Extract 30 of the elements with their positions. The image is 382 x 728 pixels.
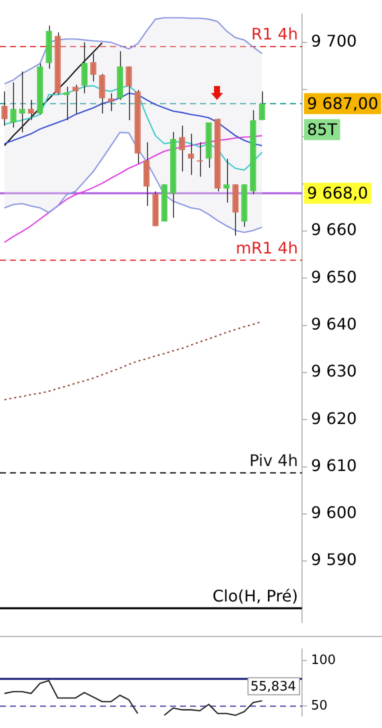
y-tick-label: 9 630 — [311, 362, 357, 381]
candlestick — [258, 90, 266, 121]
y-tick-label: 9 640 — [311, 314, 357, 334]
candlestick — [19, 71, 26, 133]
y-tick-label: 9 650 — [311, 267, 357, 286]
annotation: 55,834 — [250, 680, 296, 695]
y-tick-label: 9 610 — [311, 456, 357, 475]
y-tick-label: 9 590 — [311, 550, 357, 570]
y-tick-label: 50 — [311, 698, 328, 714]
ref-line-label: Clo(H, Pré) — [212, 586, 298, 606]
y-tick-label: 9 660 — [311, 220, 357, 240]
candlestick — [81, 42, 88, 94]
ref-line-label: R1 4h — [251, 24, 298, 44]
y-tick-label: 9 700 — [311, 31, 357, 50]
y-tick-label: 9 620 — [311, 408, 357, 428]
candlestick — [99, 73, 106, 114]
text: 85T — [307, 120, 338, 139]
candlestick — [126, 66, 132, 121]
ref-line-label: 9 687,00 — [307, 94, 378, 113]
candlestick — [10, 82, 16, 128]
ref-line-label: 9 668,0 — [307, 183, 368, 202]
ref-line-label: Piv 4h — [249, 451, 298, 470]
ref-line-label: mR1 4h — [236, 238, 298, 258]
y-tick-label: 100 — [311, 653, 336, 668]
y-tick-label: 9 600 — [311, 503, 357, 522]
candlestick — [188, 133, 194, 176]
candlestick — [72, 84, 79, 114]
candlestick — [178, 125, 186, 172]
candlestick — [90, 53, 96, 82]
candlestick — [1, 90, 8, 126]
